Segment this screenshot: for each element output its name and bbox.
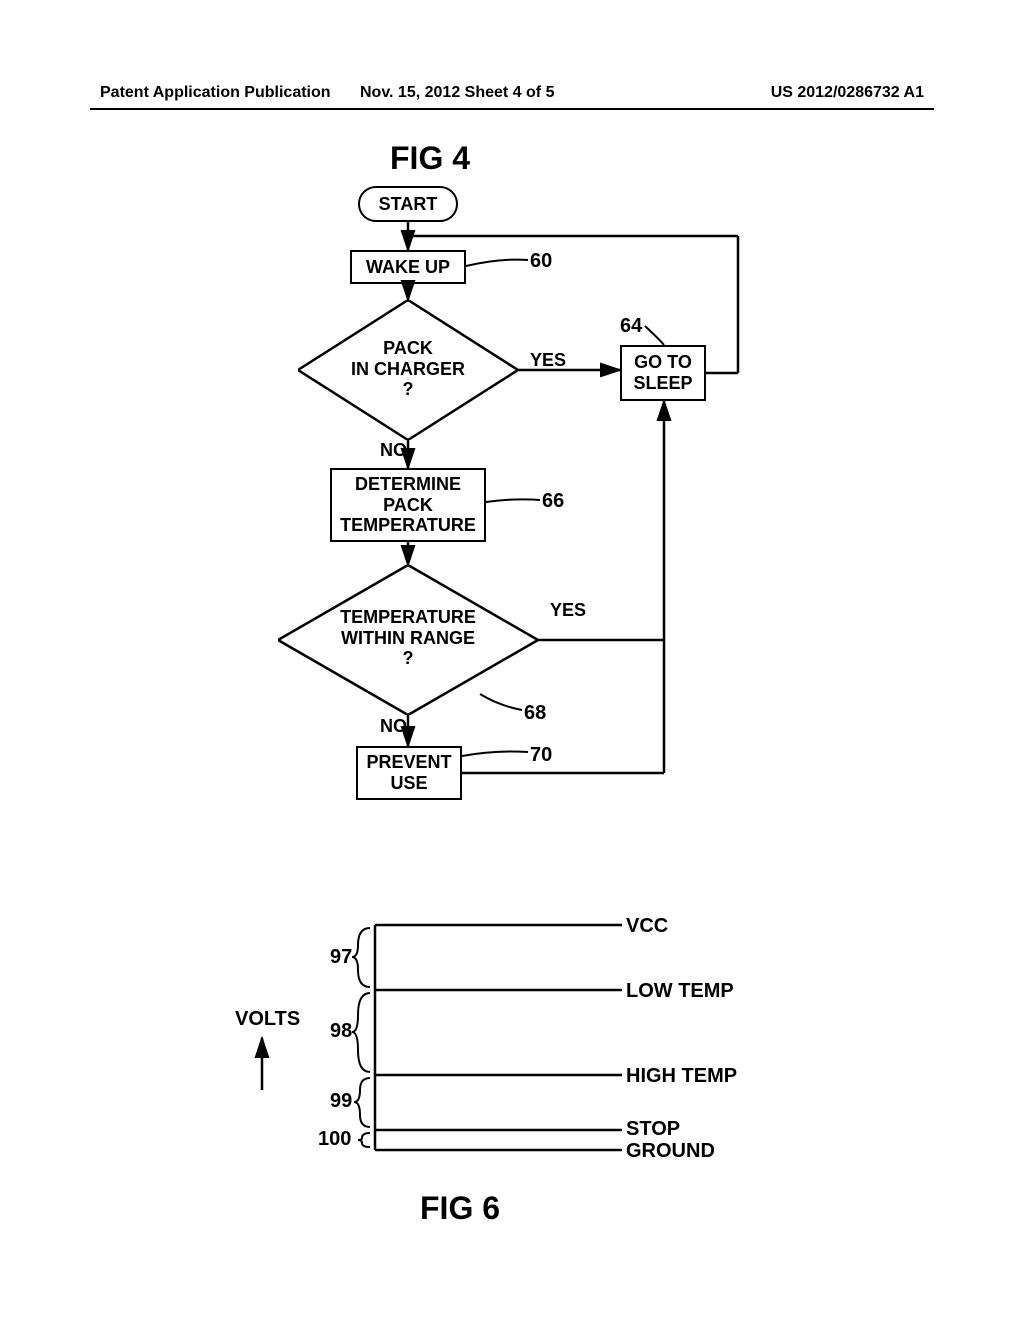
temp-range-text: TEMPERATURE WITHIN RANGE ? xyxy=(308,607,508,669)
ref-64: 64 xyxy=(620,315,642,338)
ref-70: 70 xyxy=(530,744,552,767)
prevent-use-node: PREVENT USE xyxy=(356,746,462,800)
band-100: 100 xyxy=(318,1128,351,1151)
goto-sleep-node: GO TO SLEEP xyxy=(620,345,706,401)
ref-66: 66 xyxy=(542,490,564,513)
ground-label: GROUND xyxy=(626,1140,715,1163)
hightemp-label: HIGH TEMP xyxy=(626,1065,737,1088)
ref-68: 68 xyxy=(524,702,546,725)
fig4-title: FIG 4 xyxy=(390,140,470,177)
band-98: 98 xyxy=(330,1020,352,1043)
volts-axis-label: VOLTS xyxy=(235,1008,300,1031)
no-label-2: NO xyxy=(380,716,407,737)
header-left: Patent Application Publication xyxy=(100,84,331,102)
header-right: US 2012/0286732 A1 xyxy=(771,84,924,102)
lowtemp-label: LOW TEMP xyxy=(626,980,734,1003)
header-rule xyxy=(90,108,934,110)
pack-in-charger-text: PACK IN CHARGER ? xyxy=(328,338,488,400)
vcc-label: VCC xyxy=(626,915,668,938)
determine-temp-node: DETERMINE PACK TEMPERATURE xyxy=(330,468,486,542)
yes-label-2: YES xyxy=(550,600,586,621)
band-99: 99 xyxy=(330,1090,352,1113)
wakeup-node: WAKE UP xyxy=(350,250,466,284)
header-center: Nov. 15, 2012 Sheet 4 of 5 xyxy=(360,84,554,102)
start-node: START xyxy=(358,186,458,222)
stop-label: STOP xyxy=(626,1118,680,1141)
fig6-title: FIG 6 xyxy=(420,1190,500,1227)
no-label-1: NO xyxy=(380,440,407,461)
ref-60: 60 xyxy=(530,250,552,273)
band-97: 97 xyxy=(330,946,352,969)
yes-label-1: YES xyxy=(530,350,566,371)
